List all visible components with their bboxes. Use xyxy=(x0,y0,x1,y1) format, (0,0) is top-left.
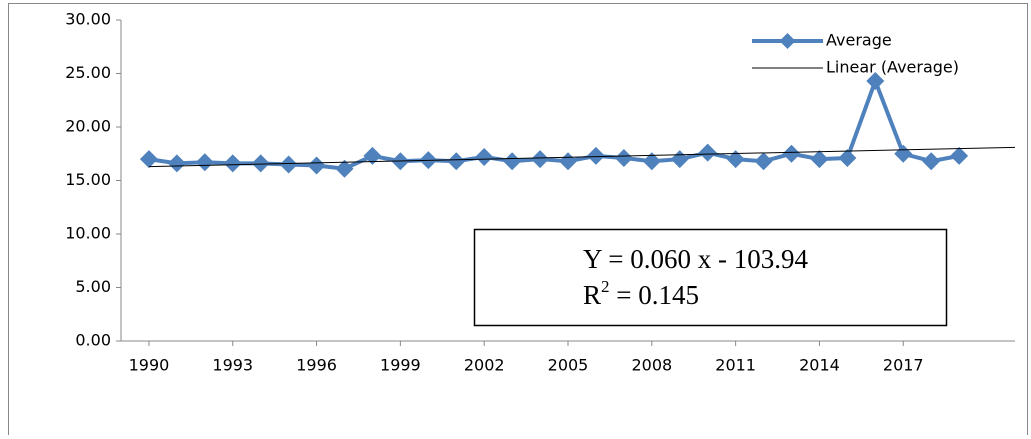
marker xyxy=(866,71,885,90)
y-tick-label: 25.00 xyxy=(65,63,111,82)
marker xyxy=(670,150,689,169)
x-tick-label: 2017 xyxy=(883,356,924,375)
marker xyxy=(950,146,969,165)
marker xyxy=(475,147,494,166)
marker xyxy=(503,152,522,171)
y-tick-label: 15.00 xyxy=(65,170,111,189)
marker xyxy=(531,150,550,169)
r-squared: R2 = 0.145 xyxy=(583,277,699,310)
legend-label: Average xyxy=(826,31,892,50)
y-tick-label: 30.00 xyxy=(65,10,111,29)
marker xyxy=(698,143,717,162)
marker xyxy=(614,149,633,168)
x-tick-label: 2008 xyxy=(631,356,672,375)
marker xyxy=(279,155,298,174)
r2-exponent: 2 xyxy=(601,277,610,296)
x-tick-label: 1993 xyxy=(212,356,253,375)
y-tick-label: 20.00 xyxy=(65,117,111,136)
equation: Y = 0.060 x - 103.94 xyxy=(583,244,808,274)
marker xyxy=(195,153,214,172)
marker xyxy=(559,152,577,171)
trend-line xyxy=(148,146,1016,168)
marker xyxy=(307,156,326,175)
x-tick-label: 2005 xyxy=(548,356,589,375)
marker xyxy=(754,152,773,171)
y-tick-label: 10.00 xyxy=(65,224,111,243)
x-tick-label: 2011 xyxy=(715,356,756,375)
x-tick-label: 1999 xyxy=(380,356,421,375)
marker xyxy=(167,154,186,173)
marker xyxy=(810,150,829,169)
equation-box xyxy=(473,228,948,327)
r2-symbol: R xyxy=(583,280,601,310)
data-line xyxy=(148,75,960,171)
legend-label: Linear (Average) xyxy=(826,58,959,77)
x-tick-label: 2002 xyxy=(464,356,505,375)
marker xyxy=(139,150,158,169)
x-tick-label: 1996 xyxy=(296,356,337,375)
r2-text: = 0.145 xyxy=(610,280,699,310)
marker xyxy=(894,144,913,163)
marker xyxy=(782,144,801,163)
y-tick-label: 5.00 xyxy=(75,277,111,296)
marker xyxy=(838,149,857,168)
marker xyxy=(586,146,605,165)
marker xyxy=(335,159,354,178)
marker xyxy=(726,150,745,169)
x-tick-label: 2014 xyxy=(799,356,840,375)
x-tick-label: 1990 xyxy=(129,356,170,375)
chart-frame xyxy=(8,3,1028,435)
marker xyxy=(223,154,242,173)
marker xyxy=(642,152,661,171)
y-tick-label: 0.00 xyxy=(75,331,111,350)
marker xyxy=(363,146,382,165)
marker xyxy=(251,154,270,173)
legend-marker xyxy=(779,33,796,49)
marker xyxy=(922,152,941,171)
marker xyxy=(447,152,466,171)
